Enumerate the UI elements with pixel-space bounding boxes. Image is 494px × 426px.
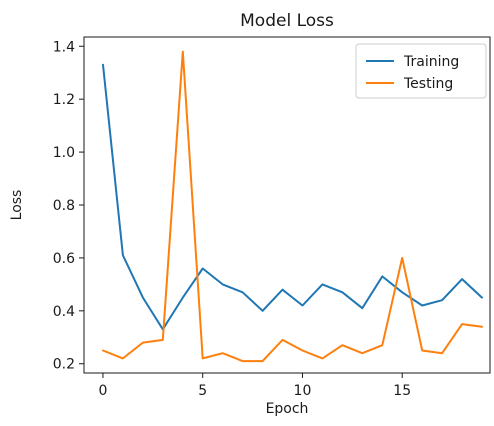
x-axis-label: Epoch [266,401,309,417]
y-axis-label: Loss [9,190,25,221]
x-tick-label: 10 [294,383,312,399]
y-tick-label: 0.8 [53,198,75,214]
x-axis: 0 5 10 15 [98,373,411,399]
y-tick-label: 1.0 [53,145,75,161]
legend: Training Testing [355,43,487,99]
series-line-testing [102,50,483,363]
y-tick-label: 1.4 [53,39,75,55]
series-layer [102,50,483,363]
y-axis: 0.2 0.4 0.6 0.8 1.0 1.2 1.4 [53,39,84,373]
x-tick-label: 15 [393,383,411,399]
chart-title: Model Loss [240,11,334,31]
series-line-training [102,63,483,331]
legend-label: Training [403,54,459,70]
x-tick-label: 5 [198,383,207,399]
y-tick-label: 1.2 [53,92,75,108]
y-tick-label: 0.6 [53,251,75,267]
y-tick-label: 0.4 [53,304,75,320]
x-tick-label: 0 [98,383,107,399]
y-tick-label: 0.2 [53,357,75,373]
legend-box [355,43,487,99]
legend-label: Testing [403,76,453,92]
